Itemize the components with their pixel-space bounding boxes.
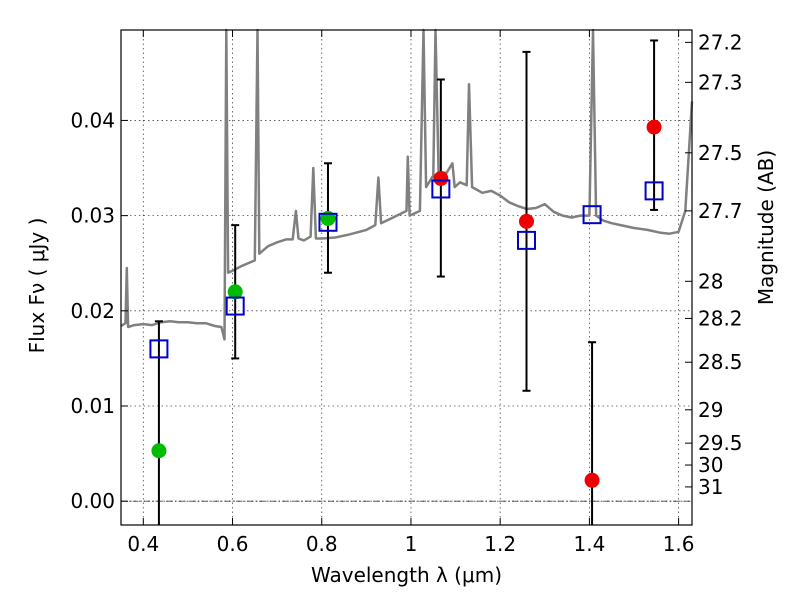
x-axis-label: Wavelength λ (μm): [311, 563, 502, 587]
x-tick-label: 1.4: [573, 532, 605, 556]
y-tick-label: 0.00: [70, 489, 115, 513]
grid-lines: [121, 30, 692, 525]
x-tick-label: 0.8: [306, 532, 338, 556]
right-tick-label: 27.5: [698, 141, 743, 165]
right-tick-label: 27.3: [698, 70, 743, 94]
right-tick-label: 28.2: [698, 306, 743, 330]
right-axis-label: Magnitude (AB): [754, 150, 778, 305]
right-tick-label: 27.7: [698, 199, 743, 223]
data-point: [646, 119, 662, 135]
x-tick-label: 0.4: [127, 532, 159, 556]
y-tick-label: 0.02: [70, 299, 115, 323]
right-tick-label: 29.5: [698, 431, 743, 455]
spectrum-line: [120, 28, 694, 341]
data-point: [151, 443, 167, 459]
model-spectrum: [120, 28, 694, 341]
y-axis-label: Flux Fν ( μJy ): [25, 218, 49, 354]
y-tick-label: 0.03: [70, 204, 115, 228]
data-markers: [149, 119, 664, 488]
data-point: [644, 181, 664, 201]
data-point: [149, 339, 169, 359]
y-tick-label: 0.04: [70, 108, 115, 132]
axis-ticks: [121, 30, 692, 525]
data-point: [431, 179, 451, 199]
data-point: [518, 213, 534, 229]
data-point: [516, 230, 536, 250]
x-tick-label: 1: [405, 532, 418, 556]
right-tick-label: 28: [698, 269, 723, 293]
right-tick-label: 31: [698, 475, 723, 499]
error-bars: [154, 39, 659, 525]
y-tick-label: 0.01: [70, 394, 115, 418]
data-point: [225, 296, 245, 316]
x-tick-label: 1.6: [663, 532, 695, 556]
x-tick-label: 1.2: [484, 532, 516, 556]
data-point: [433, 171, 449, 186]
right-tick-label: 30: [698, 453, 723, 477]
data-point: [584, 472, 600, 488]
right-tick-label: 28.5: [698, 350, 743, 374]
plot-frame: [120, 29, 693, 526]
data-point: [227, 284, 243, 300]
x-tick-label: 0.6: [217, 532, 249, 556]
data-point: [582, 205, 602, 225]
right-tick-label: 29: [698, 398, 723, 422]
tick-labels: 0.4 0.6 0.8 1 1.2 1.4 1.6 0.00 0.01 0.02 0.03 0.04 2…: [70, 30, 742, 556]
data-point: [318, 212, 338, 232]
right-tick-label: 27.2: [698, 30, 743, 54]
